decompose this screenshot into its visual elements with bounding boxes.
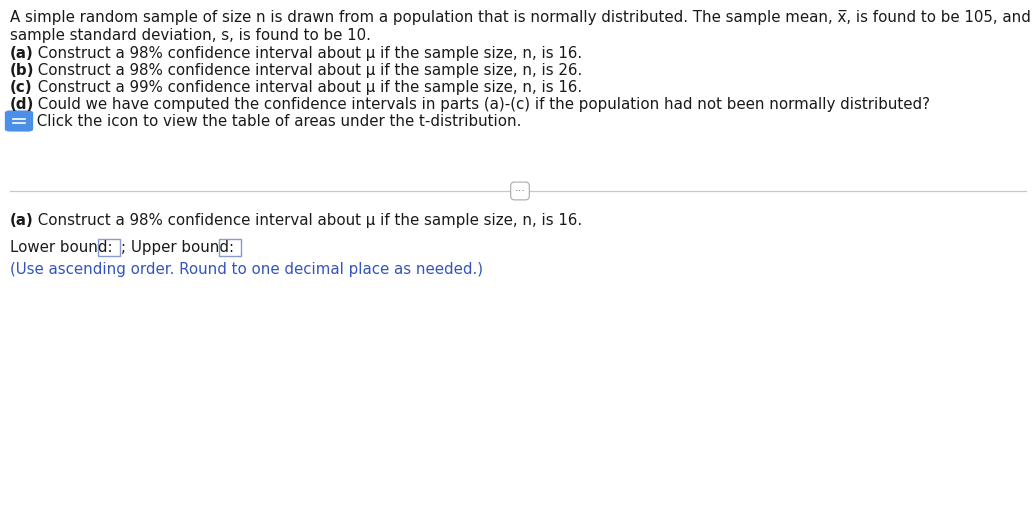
Text: (a): (a)	[10, 213, 34, 228]
Text: A simple random sample of size n is drawn from a population that is normally dis: A simple random sample of size n is draw…	[10, 10, 1036, 25]
Text: (b): (b)	[10, 63, 34, 78]
Text: (a): (a)	[10, 46, 34, 61]
Text: (d): (d)	[10, 97, 34, 112]
Text: (Use ascending order. Round to one decimal place as needed.): (Use ascending order. Round to one decim…	[10, 262, 483, 277]
Text: Construct a 98% confidence interval about μ if the sample size, n, is 26.: Construct a 98% confidence interval abou…	[33, 63, 582, 78]
Text: Construct a 98% confidence interval about μ if the sample size, n, is 16.: Construct a 98% confidence interval abou…	[33, 213, 582, 228]
Text: (c): (c)	[10, 80, 32, 95]
Text: Could we have computed the confidence intervals in parts (a)-(c) if the populati: Could we have computed the confidence in…	[33, 97, 930, 112]
Text: Click the icon to view the table of areas under the t-distribution.: Click the icon to view the table of area…	[32, 114, 521, 129]
Text: ···: ···	[515, 186, 525, 196]
Text: Construct a 99% confidence interval about μ if the sample size, n, is 16.: Construct a 99% confidence interval abou…	[33, 80, 582, 95]
Text: ;: ;	[121, 240, 131, 255]
Text: Lower bound:: Lower bound:	[10, 240, 117, 255]
Text: sample standard deviation, s, is found to be 10.: sample standard deviation, s, is found t…	[10, 28, 371, 43]
Text: Upper bound:: Upper bound:	[131, 240, 238, 255]
Text: Construct a 98% confidence interval about μ if the sample size, n, is 16.: Construct a 98% confidence interval abou…	[33, 46, 582, 61]
